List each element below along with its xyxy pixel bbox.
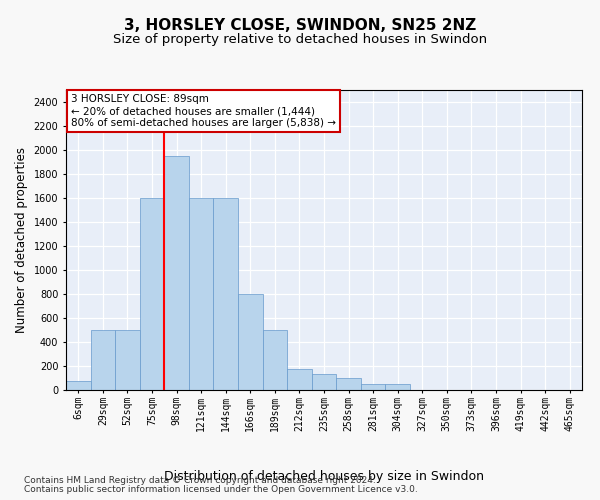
Bar [164, 156, 189, 390]
Bar [115, 330, 140, 390]
Bar [287, 369, 312, 390]
Bar [263, 330, 287, 390]
Text: Contains HM Land Registry data © Crown copyright and database right 2024.: Contains HM Land Registry data © Crown c… [24, 476, 376, 485]
Bar [238, 294, 263, 390]
Bar [140, 198, 164, 390]
Bar [361, 384, 385, 390]
Text: 3, HORSLEY CLOSE, SWINDON, SN25 2NZ: 3, HORSLEY CLOSE, SWINDON, SN25 2NZ [124, 18, 476, 32]
Text: 3 HORSLEY CLOSE: 89sqm
← 20% of detached houses are smaller (1,444)
80% of semi-: 3 HORSLEY CLOSE: 89sqm ← 20% of detached… [71, 94, 336, 128]
Text: Contains public sector information licensed under the Open Government Licence v3: Contains public sector information licen… [24, 485, 418, 494]
Bar [91, 330, 115, 390]
Bar [385, 384, 410, 390]
Bar [214, 198, 238, 390]
Bar [336, 378, 361, 390]
Bar [66, 381, 91, 390]
Bar [312, 374, 336, 390]
X-axis label: Distribution of detached houses by size in Swindon: Distribution of detached houses by size … [164, 470, 484, 482]
Bar [189, 198, 214, 390]
Y-axis label: Number of detached properties: Number of detached properties [15, 147, 28, 333]
Text: Size of property relative to detached houses in Swindon: Size of property relative to detached ho… [113, 32, 487, 46]
